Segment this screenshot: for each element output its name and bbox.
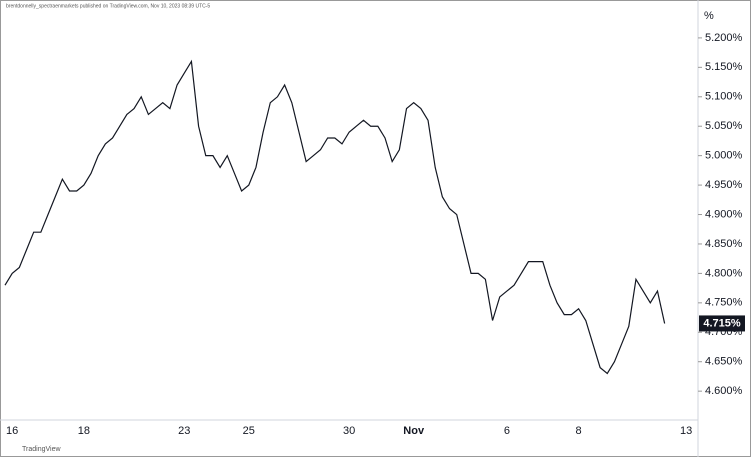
y-unit: % — [704, 10, 714, 22]
y-tick-label: 5.050% — [705, 120, 743, 132]
last-price-label: 4.715% — [703, 317, 741, 329]
x-tick-label: 30 — [343, 425, 355, 437]
y-tick-label: 4.850% — [705, 238, 743, 250]
price-line — [4, 59, 666, 375]
x-tick-label: 18 — [78, 425, 90, 437]
watermark: TradingView — [22, 446, 61, 453]
x-tick-label: 13 — [680, 425, 692, 437]
y-tick-label: 4.900% — [705, 208, 743, 220]
y-tick-label: 5.000% — [705, 150, 743, 162]
y-tick-label: 4.950% — [705, 179, 743, 191]
y-tick-label: 4.750% — [705, 297, 743, 309]
x-tick-label: 25 — [243, 425, 255, 437]
last-price-box — [699, 315, 745, 332]
x-tick-label: 6 — [504, 425, 510, 437]
y-tick-label: 4.600% — [705, 385, 743, 397]
publisher-note: brentdonnelly_spectraenmarkets published… — [6, 3, 210, 9]
y-tick-label: 4.650% — [705, 356, 743, 368]
x-tick-label: Nov — [403, 425, 425, 437]
x-tick-label: 8 — [576, 425, 582, 437]
x-tick-label: 23 — [178, 425, 190, 437]
y-tick-label: 5.200% — [705, 32, 743, 44]
y-tick-label: 4.800% — [705, 267, 743, 279]
x-tick-label: 16 — [6, 425, 18, 437]
y-tick-label: 5.150% — [705, 61, 743, 73]
y-tick-label: 5.100% — [705, 91, 743, 103]
